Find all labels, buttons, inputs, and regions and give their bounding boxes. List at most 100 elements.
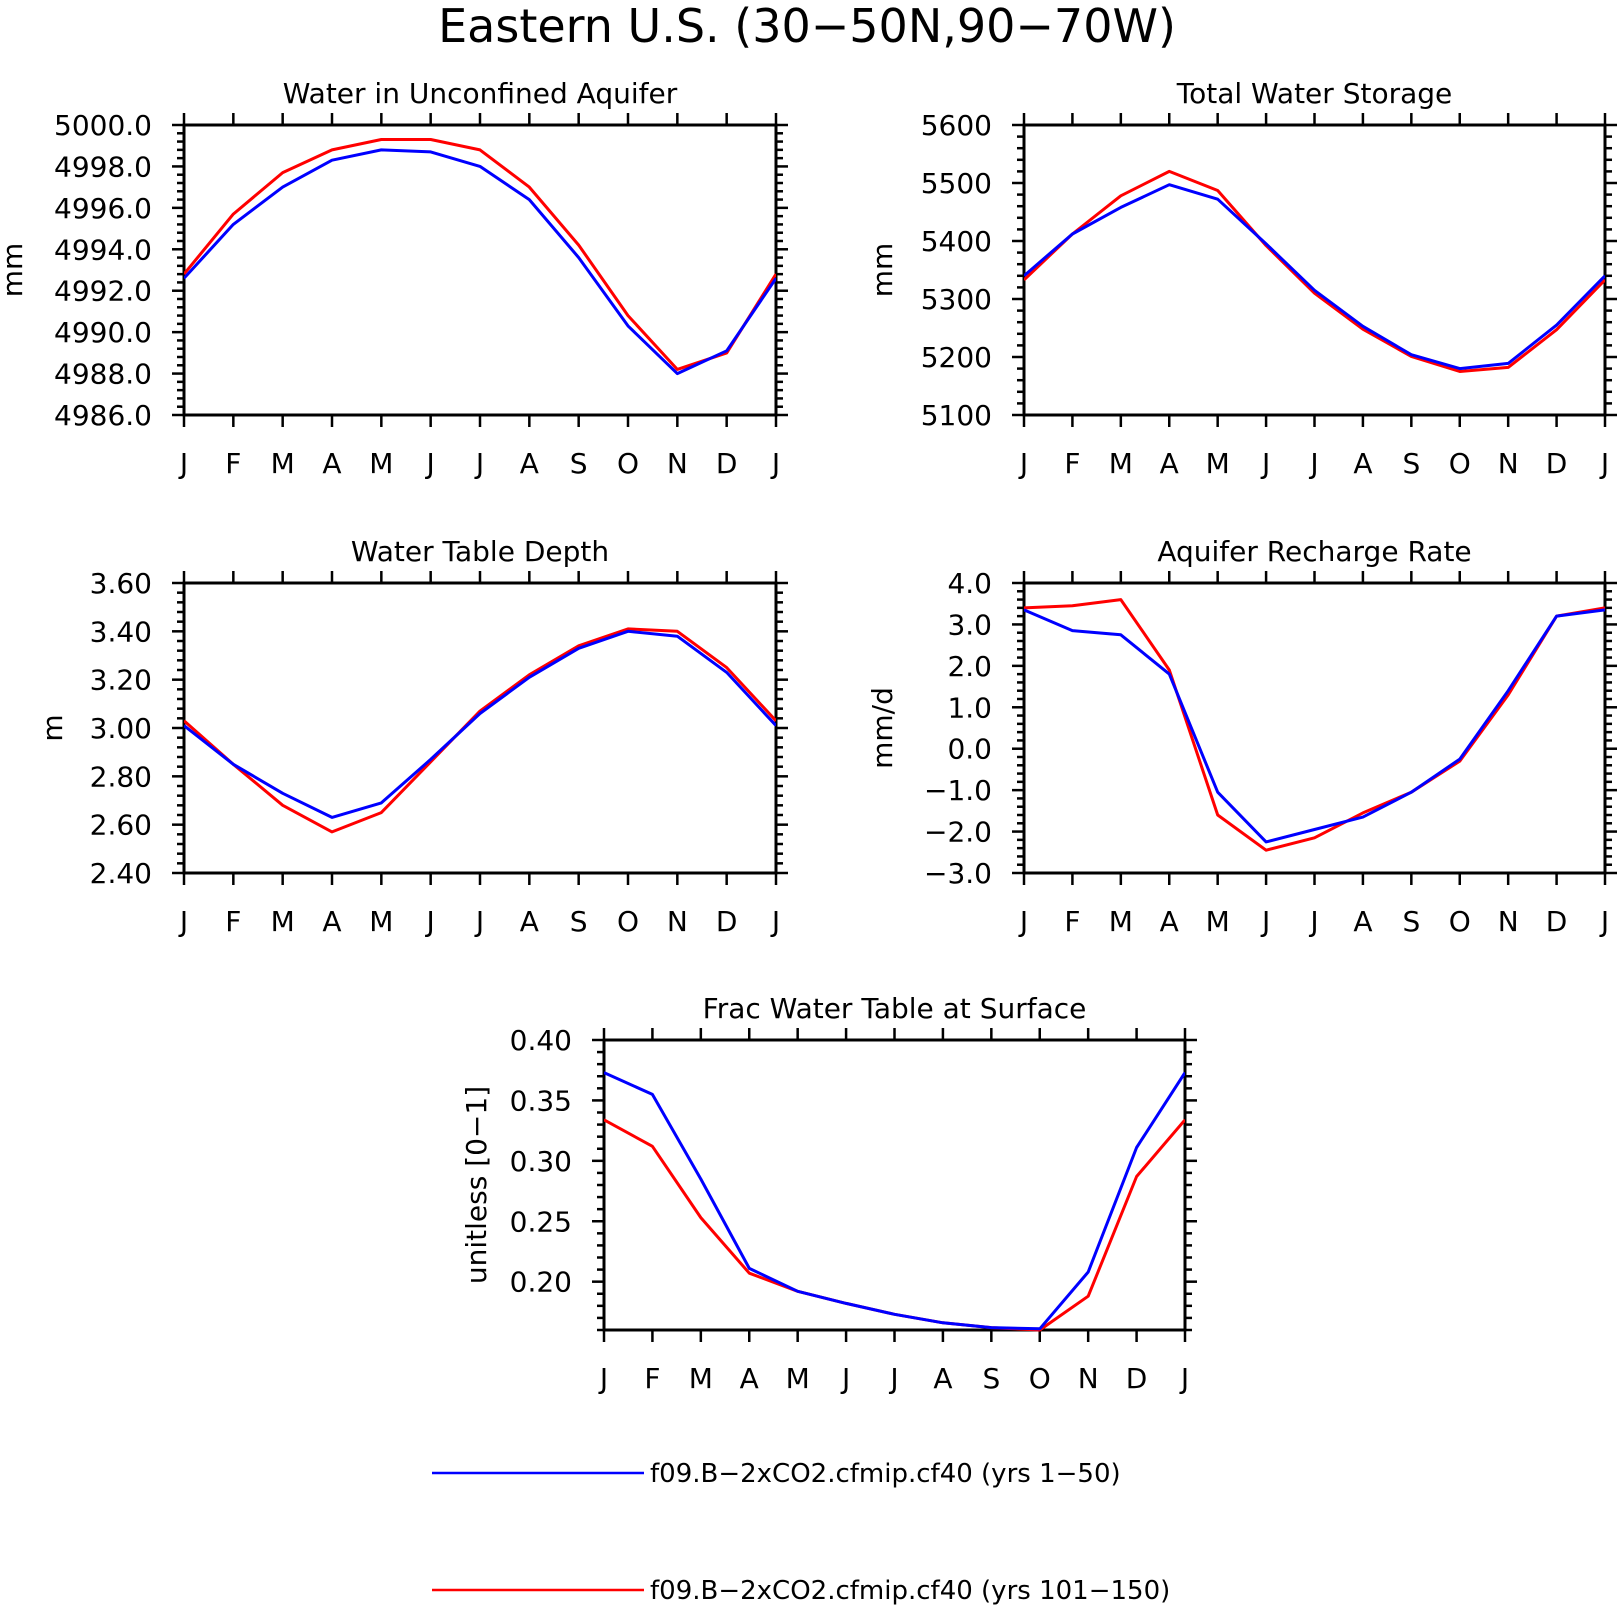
x-tick-label: J [840,1362,850,1395]
y-tick-label: 1.0 [947,691,992,724]
y-tick-label: 2.40 [90,857,152,890]
y-tick-label: 4988.0 [54,358,152,391]
x-tick-label: M [1109,447,1133,480]
y-tick-label: 0.25 [510,1205,572,1238]
x-tick-label: A [322,905,341,938]
x-tick-label: J [770,447,780,480]
series-line [184,627,776,834]
x-tick-label: D [1126,1362,1148,1395]
x-tick-label: N [667,905,688,938]
legend-label: f09.B−2xCO2.cfmip.cf40 (yrs 1−50) [650,1459,1121,1489]
y-tick-label: 5300 [921,283,992,316]
x-tick-label: N [1078,1362,1099,1395]
y-axis-label: mm [866,243,899,298]
x-tick-label: J [425,905,435,938]
x-tick-label: J [1308,905,1318,938]
y-tick-label: 3.60 [90,567,152,600]
x-tick-label: M [271,905,295,938]
y-axis-label: unitless [0−1] [460,1086,493,1284]
x-tick-label: D [1546,447,1568,480]
x-tick-label: S [570,447,588,480]
plot-frame [182,123,778,417]
figure-title: Eastern U.S. (30−50N,90−70W) [438,0,1176,53]
y-tick-label: 4996.0 [54,192,152,225]
y-tick-label: 3.40 [90,615,152,648]
x-tick-label: J [474,447,484,480]
y-tick-label: 4990.0 [54,316,152,349]
x-tick-label: O [617,905,639,938]
x-tick-label: J [1260,905,1270,938]
x-tick-label: A [740,1362,759,1395]
x-tick-label: J [770,905,780,938]
x-tick-label: D [1546,905,1568,938]
x-tick-label: J [178,447,188,480]
y-tick-label: 5200 [921,341,992,374]
x-tick-label: J [1599,905,1609,938]
series-line [184,138,776,371]
y-tick-label: −2.0 [924,816,992,849]
x-tick-label: J [474,905,484,938]
x-tick-label: D [716,447,738,480]
x-tick-label: F [225,447,241,480]
y-tick-label: 4998.0 [54,150,152,183]
x-tick-label: M [786,1362,810,1395]
y-tick-label: 0.20 [510,1266,572,1299]
x-tick-label: S [1402,905,1420,938]
chart-title: Aquifer Recharge Rate [1157,535,1471,568]
y-tick-label: −1.0 [924,774,992,807]
y-tick-label: 2.0 [947,650,992,683]
y-tick-label: 4986.0 [54,399,152,432]
y-axis-label: m [36,714,69,741]
y-tick-label: 5600 [921,109,992,142]
x-tick-label: M [1206,905,1230,938]
x-tick-label: O [1449,447,1471,480]
y-tick-label: 0.40 [510,1024,572,1057]
series-line [184,629,776,819]
y-tick-label: 3.00 [90,712,152,745]
plot-frame [182,581,778,875]
x-tick-label: S [570,905,588,938]
y-axis-label: mm/d [866,687,899,769]
x-tick-label: F [1064,447,1080,480]
x-tick-label: F [1064,905,1080,938]
plot-frame [1022,123,1607,417]
x-tick-label: J [598,1362,608,1395]
x-tick-label: J [425,447,435,480]
y-tick-label: 5400 [921,225,992,258]
x-tick-label: S [1402,447,1420,480]
y-tick-label: 5500 [921,167,992,200]
x-tick-label: J [888,1362,898,1395]
x-tick-label: M [271,447,295,480]
y-tick-label: 5000.0 [54,109,152,142]
y-tick-label: 4994.0 [54,233,152,266]
x-tick-label: O [617,447,639,480]
x-tick-label: O [1449,905,1471,938]
x-tick-label: A [1353,447,1372,480]
series-line [604,1071,1185,1331]
y-tick-label: 2.80 [90,760,152,793]
x-tick-label: M [689,1362,713,1395]
x-tick-label: A [520,447,539,480]
series-line [184,148,776,376]
y-tick-label: 4.0 [947,567,992,600]
x-tick-label: J [1179,1362,1189,1395]
y-tick-label: 0.30 [510,1145,572,1178]
x-tick-label: F [644,1362,660,1395]
legend-label: f09.B−2xCO2.cfmip.cf40 (yrs 101−150) [650,1576,1170,1606]
x-tick-label: A [933,1362,952,1395]
x-tick-label: A [1160,447,1179,480]
plot-frame [602,1038,1187,1332]
x-tick-label: M [369,905,393,938]
y-axis-label: mm [0,243,29,298]
y-tick-label: 0.35 [510,1084,572,1117]
x-tick-label: A [1160,905,1179,938]
legend: f09.B−2xCO2.cfmip.cf40 (yrs 1−50) f09.B−2… [432,1459,1170,1606]
chart-title: Frac Water Table at Surface [703,992,1087,1025]
x-tick-label: O [1029,1362,1051,1395]
series-line [1024,598,1605,852]
